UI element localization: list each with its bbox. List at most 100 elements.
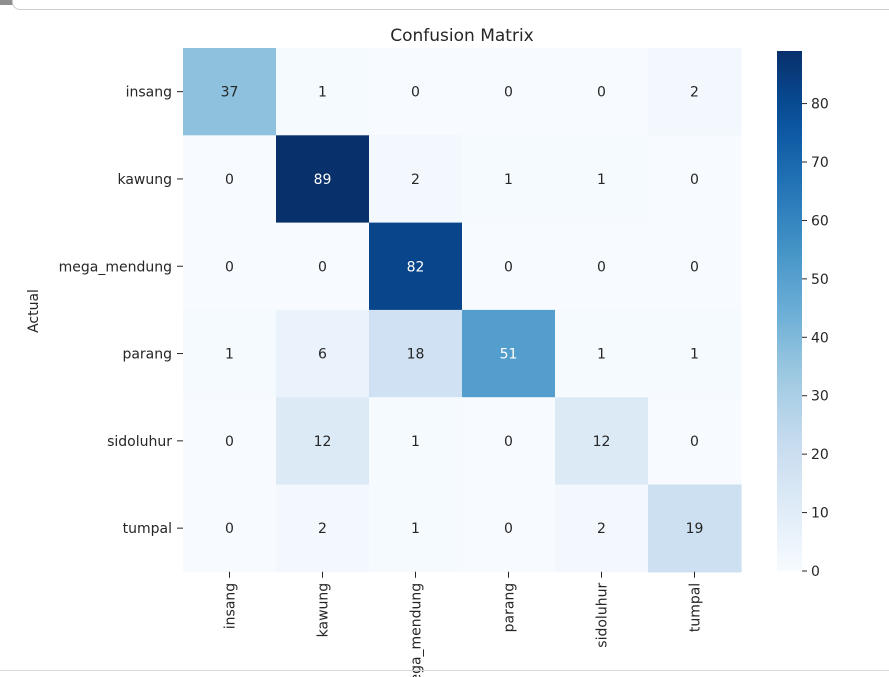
colorbar-tick-label: 50 — [811, 272, 829, 288]
cell-value-label: 2 — [318, 521, 327, 537]
cell-value-label: 12 — [314, 434, 332, 450]
cell-value-label: 0 — [690, 259, 699, 275]
cell-value-label: 2 — [690, 85, 699, 101]
cell-value-label: 0 — [504, 521, 513, 537]
cell-value-label: 0 — [504, 85, 513, 101]
heatmap-cell — [555, 135, 649, 224]
cell-value-label: 0 — [690, 172, 699, 188]
heatmap-cell — [276, 309, 370, 398]
cell-value-label: 1 — [690, 347, 699, 363]
colorbar-tick-label: 80 — [811, 97, 829, 113]
colorbar-tick-label: 0 — [811, 564, 820, 580]
cell-value-label: 0 — [225, 172, 234, 188]
cell-value-label: 2 — [597, 521, 606, 537]
colorbar-tick-label: 40 — [811, 330, 829, 346]
y-tick-label: tumpal — [123, 521, 172, 537]
cell-value-label: 12 — [593, 434, 611, 450]
y-axis-label: Actual — [26, 289, 42, 333]
heatmap-cell — [276, 48, 370, 136]
cell-value-label: 0 — [504, 434, 513, 450]
cell-value-label: 1 — [597, 172, 606, 188]
heatmap-cell — [462, 135, 556, 224]
cell-value-label: 1 — [225, 347, 234, 363]
colorbar-tick-label: 30 — [811, 389, 829, 405]
heatmap-cell — [462, 48, 556, 136]
heatmap-cell — [369, 309, 463, 398]
heatmap-cell — [369, 484, 463, 573]
colorbar-tick-label: 60 — [811, 213, 829, 229]
cell-value-label: 0 — [597, 85, 606, 101]
cell-value-label: 1 — [318, 85, 327, 101]
cell-value-label: 2 — [411, 172, 420, 188]
y-tick-label: insang — [126, 85, 172, 101]
heatmap-cell — [555, 48, 649, 136]
heatmap-cell — [369, 48, 463, 136]
heatmap-cell — [555, 397, 649, 486]
heatmap-cell — [462, 397, 556, 486]
cell-value-label: 37 — [221, 85, 239, 101]
heatmap-cell — [369, 222, 463, 311]
heatmap-cell — [648, 484, 742, 573]
output-cell-frame — [12, 0, 889, 10]
cell-value-label: 19 — [686, 521, 704, 537]
y-tick-label: mega_mendung — [59, 259, 172, 275]
heatmap-cell — [183, 222, 277, 311]
heatmap-cell — [648, 222, 742, 311]
cell-value-label: 0 — [225, 434, 234, 450]
y-tick-label: sidoluhur — [107, 434, 172, 450]
chart-title: Confusion Matrix — [390, 26, 534, 46]
heatmap-cell — [648, 48, 742, 136]
colorbar-tick-label: 70 — [811, 155, 829, 171]
heatmap-cell — [276, 135, 370, 224]
cell-value-label: 0 — [411, 85, 420, 101]
colorbar-tick-label: 20 — [811, 447, 829, 463]
cell-value-label: 1 — [597, 347, 606, 363]
x-tick-label: sidoluhur — [595, 583, 611, 648]
heatmap-cell — [555, 484, 649, 573]
heatmap-cell — [648, 135, 742, 224]
heatmap-cell — [276, 222, 370, 311]
cell-value-label: 1 — [504, 172, 513, 188]
cell-value-label: 6 — [318, 347, 327, 363]
x-tick-label: parang — [502, 583, 518, 633]
window-top-border — [0, 0, 889, 10]
cell-value-label: 51 — [500, 347, 518, 363]
heatmap-cell — [183, 309, 277, 398]
colorbar — [777, 51, 802, 571]
heatmap-cells: 37 1 0 0 0 2 0 89 2 1 1 0 0 0 82 0 0 0 1 6 18 51 1 1 0 12 1 0 12 0 0 2 1… — [183, 48, 742, 573]
y-tick-label: kawung — [117, 172, 172, 188]
x-axis-ticks: insang kawung mega_mendung parang sidoluhur t… — [223, 571, 704, 677]
heatmap-cell — [462, 484, 556, 573]
colorbar-tick-label: 10 — [811, 506, 829, 522]
heatmap-cell — [648, 397, 742, 486]
heatmap-cell — [555, 222, 649, 311]
heatmap-cell — [462, 309, 556, 398]
heatmap-cell — [183, 135, 277, 224]
bottom-divider — [0, 670, 889, 671]
heatmap-cell — [462, 222, 556, 311]
x-tick-label: tumpal — [688, 583, 704, 632]
cell-value-label: 89 — [314, 172, 332, 188]
heatmap-cell — [369, 397, 463, 486]
cell-value-label: 0 — [504, 259, 513, 275]
cell-value-label: 82 — [407, 259, 425, 275]
heatmap-cell — [648, 309, 742, 398]
heatmap-cell — [369, 135, 463, 224]
cell-value-label: 18 — [407, 347, 425, 363]
heatmap-cell — [183, 397, 277, 486]
cell-value-label: 1 — [411, 521, 420, 537]
cell-value-label: 0 — [690, 434, 699, 450]
x-tick-label: kawung — [316, 583, 332, 638]
cell-value-label: 0 — [225, 521, 234, 537]
heatmap-cell — [555, 309, 649, 398]
x-tick-label: insang — [223, 583, 239, 629]
cell-value-label: 0 — [318, 259, 327, 275]
heatmap-cell — [183, 48, 277, 136]
cell-value-label: 0 — [225, 259, 234, 275]
cell-value-label: 0 — [597, 259, 606, 275]
heatmap-cell — [276, 397, 370, 486]
heatmap-cell — [183, 484, 277, 573]
colorbar-ticks: 0 10 20 30 40 50 60 70 80 — [802, 97, 829, 580]
